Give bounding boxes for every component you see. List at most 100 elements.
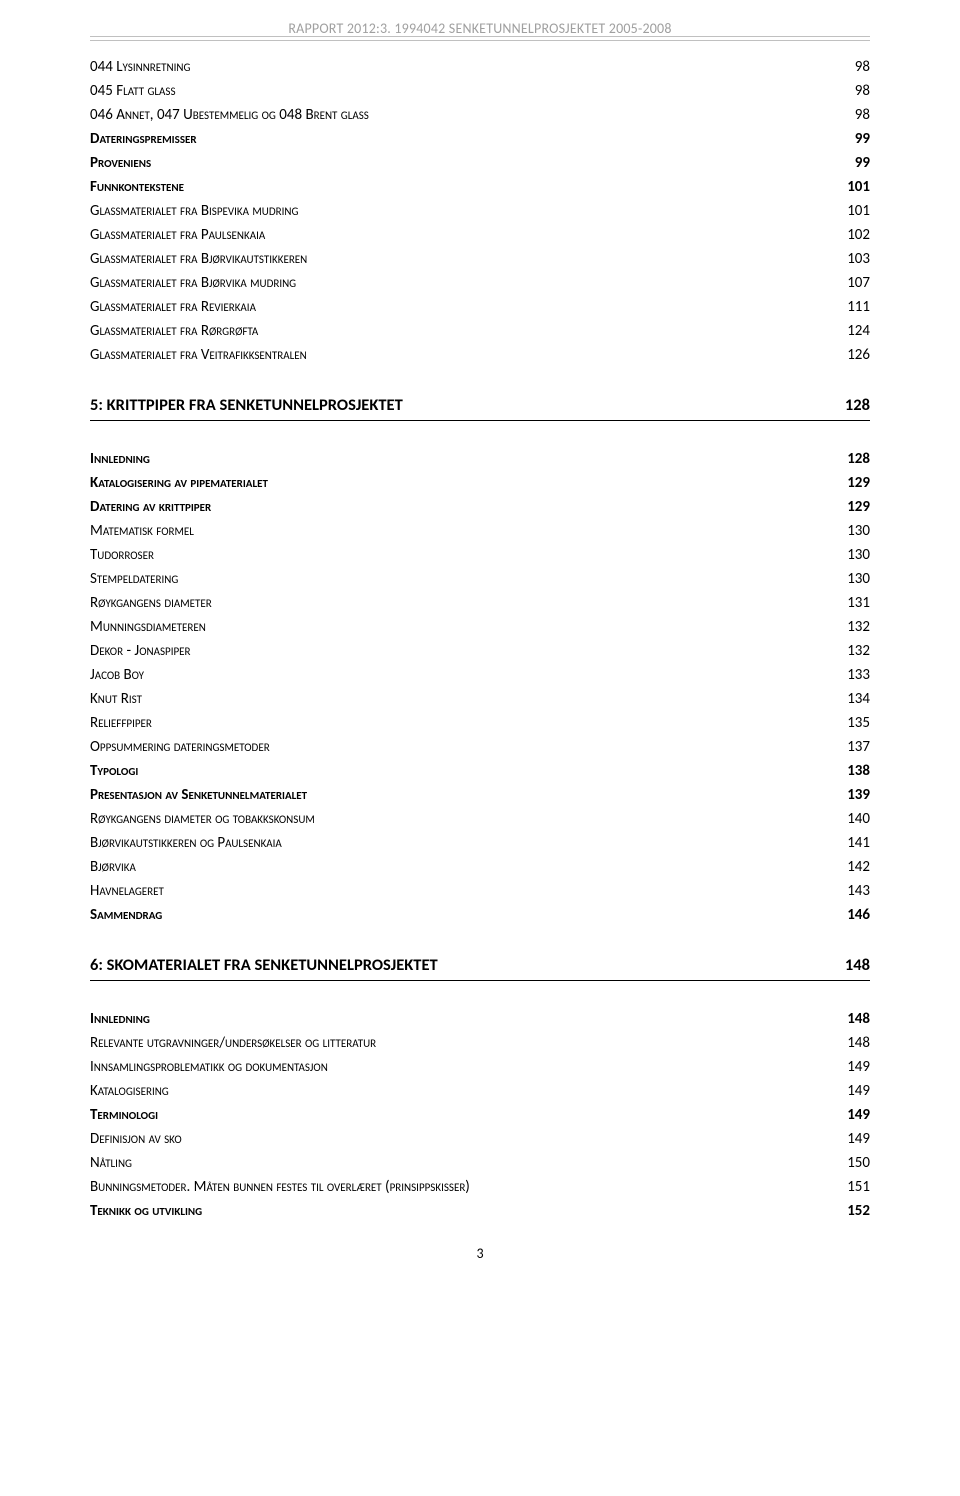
toc-row-label: Innledning: [90, 447, 150, 471]
toc-row-label: 045 Flatt glass: [90, 79, 176, 103]
toc-row: Glassmaterialet fra Bispevika mudring 101: [90, 199, 870, 223]
toc-row-label: Oppsummering dateringsmetoder: [90, 735, 270, 759]
toc-row-label: Definisjon av sko: [90, 1127, 182, 1151]
toc-row-label: Glassmaterialet fra Rørgrøfta: [90, 319, 258, 343]
toc-row: Stempeldatering130: [90, 567, 870, 591]
toc-row-page: 133: [847, 663, 870, 687]
toc-row-page: 128: [847, 447, 870, 471]
toc-row: Bjørvikautstikkeren og Paulsenkaia141: [90, 831, 870, 855]
toc-row-label: Glassmaterialet fra Bjørvikautstikkeren: [90, 247, 307, 271]
toc-row-page: 129: [847, 495, 870, 519]
toc-row-label: Tudorroser: [90, 543, 154, 567]
toc-row: Røykgangens diameter og tobakkskonsum140: [90, 807, 870, 831]
toc-row: Relieffpiper 135: [90, 711, 870, 735]
toc-row-page: 138: [847, 759, 870, 783]
toc-row-label: Glassmaterialet fra Bjørvika mudring: [90, 271, 296, 295]
toc-row-label: Teknikk og utvikling: [90, 1199, 202, 1223]
toc-row: 045 Flatt glass 98: [90, 79, 870, 103]
toc-block-2: Innledning 128 Katalogisering av pipemater…: [90, 447, 870, 927]
toc-row-page: 131: [847, 591, 870, 615]
toc-row-page: 130: [847, 519, 870, 543]
toc-row-page: 132: [847, 615, 870, 639]
toc-row: Katalogisering149: [90, 1079, 870, 1103]
toc-row: Røykgangens diameter 131: [90, 591, 870, 615]
toc-row: Bunningsmetoder. Måten bunnen festes til…: [90, 1175, 870, 1199]
toc-row-label: Glassmaterialet fra Revierkaia: [90, 295, 256, 319]
toc-row-page: 103: [847, 247, 870, 271]
toc-row-label: Typologi: [90, 759, 138, 783]
toc-row-label: 046 Annet, 047 Ubestemmelig og 048 Brent…: [90, 103, 369, 127]
toc-row-page: 152: [847, 1199, 870, 1223]
page-number: 3: [476, 1245, 483, 1262]
toc-row-label: Relieffpiper: [90, 711, 152, 735]
toc-row-label: Bjørvika: [90, 855, 136, 879]
toc-row-label: Røykgangens diameter: [90, 591, 212, 615]
toc-row-label: Sammendrag: [90, 903, 162, 927]
toc-row-page: 151: [847, 1175, 870, 1199]
toc-row-page: 149: [847, 1055, 870, 1079]
toc-row: Glassmaterialet fra Bjørvikautstikkeren 1…: [90, 247, 870, 271]
toc-row: Teknikk og utvikling 152: [90, 1199, 870, 1223]
toc-section-6: 6: SKOMATERIALET FRA SENKETUNNELPROSJEKT…: [90, 953, 870, 981]
toc-row-page: 140: [847, 807, 870, 831]
toc-row: Innledning148: [90, 1007, 870, 1031]
toc-row-label: Relevante utgravninger/undersøkelser og …: [90, 1031, 376, 1055]
toc-row: Munningsdiameteren 132: [90, 615, 870, 639]
toc-row-label: Matematisk formel: [90, 519, 194, 543]
toc-row-page: 126: [847, 343, 870, 367]
toc-row: Innsamlingsproblematikk og dokumentasjon…: [90, 1055, 870, 1079]
toc-row-label: Glassmaterialet fra Paulsenkaia: [90, 223, 265, 247]
toc-row-label: Terminologi: [90, 1103, 158, 1127]
toc-row: Glassmaterialet fra Revierkaia 111: [90, 295, 870, 319]
toc-row: Proveniens99: [90, 151, 870, 175]
toc-row: Matematisk formel 130: [90, 519, 870, 543]
toc-row-page: 107: [847, 271, 870, 295]
toc-row-page: 149: [847, 1127, 870, 1151]
toc-row: Sammendrag146: [90, 903, 870, 927]
toc-row-page: 143: [847, 879, 870, 903]
toc-row-page: 149: [847, 1079, 870, 1103]
toc-row-label: Funnkontekstene: [90, 175, 184, 199]
toc-row-label: Havnelageret: [90, 879, 164, 903]
toc-row-page: 102: [847, 223, 870, 247]
toc-row-label: Bjørvikautstikkeren og Paulsenkaia: [90, 831, 282, 855]
toc-row-page: 99: [855, 127, 870, 151]
toc-row-page: 101: [847, 175, 870, 199]
toc-block-3: Innledning148Relevante utgravninger/unde…: [90, 1007, 870, 1223]
toc-row-page: 98: [855, 79, 870, 103]
toc-row-label: 044 Lysinnretning: [90, 55, 190, 79]
toc-row-page: 137: [847, 735, 870, 759]
toc-row-page: 135: [847, 711, 870, 735]
toc-section-6-page: 148: [845, 953, 870, 978]
toc-row-page: 101: [847, 199, 870, 223]
toc-row-label: Glassmaterialet fra Bispevika mudring: [90, 199, 298, 223]
toc-row: Glassmaterialet fra Bjørvika mudring 107: [90, 271, 870, 295]
toc-row-label: Munningsdiameteren: [90, 615, 206, 639]
toc-row: Glassmaterialet fra Rørgrøfta124: [90, 319, 870, 343]
toc-row-page: 98: [855, 103, 870, 127]
toc-row-page: 111: [847, 295, 870, 319]
toc-row-page: 149: [847, 1103, 870, 1127]
toc-row: Knut Rist134: [90, 687, 870, 711]
toc-row: Havnelageret 143: [90, 879, 870, 903]
toc-row-page: 129: [847, 471, 870, 495]
toc-section-5-page: 128: [845, 393, 870, 418]
toc-row: Datering av krittpiper129: [90, 495, 870, 519]
toc-row: Dekor - Jonaspiper132: [90, 639, 870, 663]
toc-row: Definisjon av sko 149: [90, 1127, 870, 1151]
toc-row-page: 148: [847, 1007, 870, 1031]
toc-row-page: 130: [847, 543, 870, 567]
toc-row: Tudorroser 130: [90, 543, 870, 567]
toc-row: Nåtling150: [90, 1151, 870, 1175]
toc-row-label: Presentasjon av Senketunnelmaterialet: [90, 783, 307, 807]
toc-row: Terminologi 149: [90, 1103, 870, 1127]
toc-row-label: Innsamlingsproblematikk og dokumentasjon: [90, 1055, 328, 1079]
toc-section-6-label: 6: SKOMATERIALET FRA SENKETUNNELPROSJEKT…: [90, 953, 845, 978]
toc-row-label: Katalogisering av pipematerialet: [90, 471, 268, 495]
page-footer: 3: [90, 1245, 870, 1262]
toc-row: Innledning 128: [90, 447, 870, 471]
toc-row-label: Knut Rist: [90, 687, 142, 711]
toc-section-5: 5: KRITTPIPER FRA SENKETUNNELPROSJEKTET …: [90, 393, 870, 421]
toc-row: Dateringspremisser99: [90, 127, 870, 151]
toc-row-label: Jacob Boy: [90, 663, 144, 687]
